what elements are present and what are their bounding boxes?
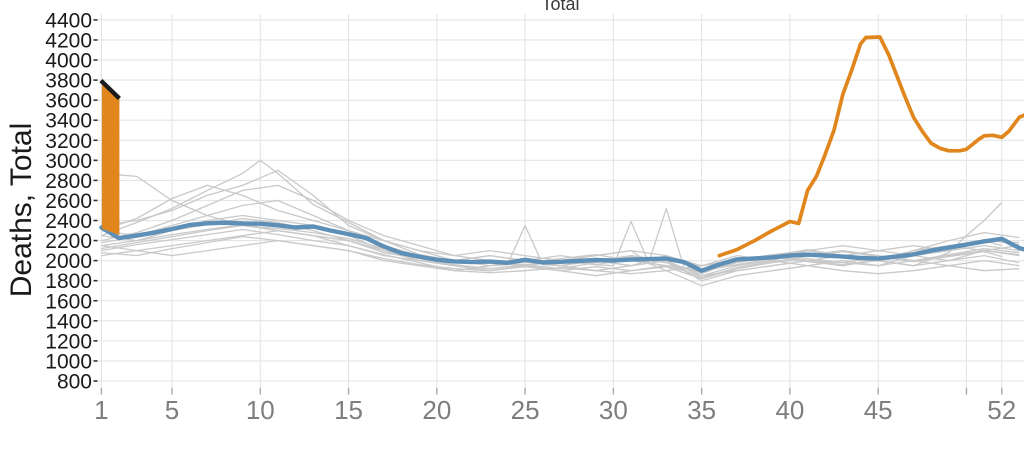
year-wrap-bar — [101, 84, 120, 236]
x-tick-label: 45 — [864, 395, 893, 425]
y-tick-label: 4000 — [45, 50, 92, 73]
y-tick-label: 3200 — [45, 130, 92, 153]
x-axis: 1 5 10 15 20 25 30 35 40 45 52 — [94, 388, 1016, 425]
y-tick-label: 3400 — [45, 110, 92, 133]
x-tick-label: 35 — [687, 395, 716, 425]
x-tick-label: 10 — [246, 395, 275, 425]
y-tick-label: 2000 — [45, 250, 92, 273]
y-tick-label: 4200 — [45, 29, 92, 52]
y-tick-label: 1200 — [45, 330, 92, 353]
x-tick-label: 40 — [775, 395, 804, 425]
y-tick-label: 1000 — [45, 350, 92, 373]
x-tick-label: 20 — [422, 395, 451, 425]
x-tick-label: 5 — [165, 395, 179, 425]
average-line — [99, 220, 1024, 273]
y-tick-label: 2600 — [45, 190, 92, 213]
y-tick-label: 2200 — [45, 230, 92, 253]
y-axis-title: Deaths, Total — [5, 122, 38, 298]
new-year-segment — [99, 79, 121, 100]
gridlines — [97, 14, 1024, 388]
y-tick-label: 3000 — [45, 150, 92, 173]
y-tick-label: 3800 — [45, 70, 92, 93]
y-tick-label: 2800 — [45, 170, 92, 193]
y-tick-label: 1600 — [45, 290, 92, 313]
historical-year-line — [101, 239, 1020, 287]
historical-year-line — [101, 224, 1020, 282]
series-lines — [99, 35, 1024, 287]
x-tick-label: 15 — [334, 395, 363, 425]
historical-year-line — [101, 169, 1020, 272]
y-tick-label: 3600 — [45, 90, 92, 113]
y-axis: 4400420040003800360034003200300028002600… — [45, 9, 98, 394]
x-tick-label: 52 — [987, 395, 1016, 425]
y-tick-label: 4400 — [45, 9, 92, 32]
x-tick-label: 1 — [94, 395, 108, 425]
x-tick-label: 25 — [511, 395, 540, 425]
y-tick-label: 1400 — [45, 310, 92, 333]
y-tick-label: 2400 — [45, 210, 92, 233]
historical-year-line — [101, 214, 1020, 277]
chart-title: Total — [541, 0, 580, 14]
y-tick-label: 1800 — [45, 270, 92, 293]
y-tick-label: 800 — [57, 371, 92, 394]
current-year-line — [717, 35, 1024, 258]
historical-year-line — [101, 217, 1002, 279]
x-tick-label: 30 — [599, 395, 628, 425]
historical-year-line — [101, 199, 1020, 272]
